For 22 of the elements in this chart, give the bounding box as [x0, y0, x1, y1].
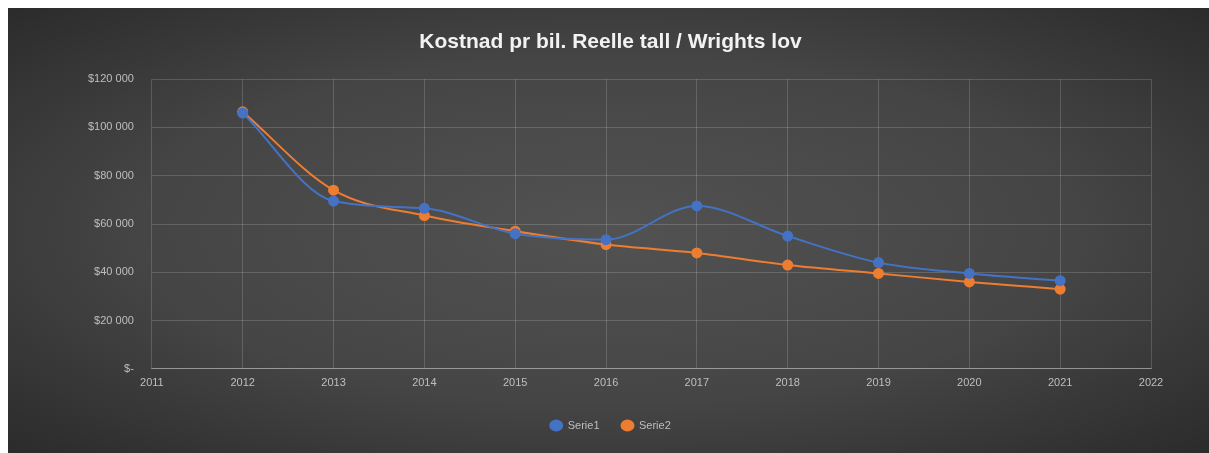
y-tick-label: $80 000	[94, 168, 134, 181]
y-tick-label: $20 000	[94, 313, 134, 326]
x-tick-label: 2015	[502, 376, 528, 389]
y-tick-label: $100 000	[87, 120, 134, 133]
y-tick-label: $-	[124, 361, 135, 374]
chart-title: Kostnad pr bil. Reelle tall / Wrights lov	[419, 29, 802, 53]
x-tick-label: 2013	[321, 376, 346, 389]
x-tick-label: 2019	[866, 376, 891, 389]
legend-label: Serie1	[567, 418, 600, 431]
y-tick-label: $60 000	[94, 217, 134, 230]
x-tick-label: 2021	[1047, 376, 1073, 389]
x-tick-label: 2012	[230, 376, 255, 389]
x-tick-label: 2017	[684, 376, 710, 389]
legend-label: Serie2	[639, 418, 671, 431]
x-tick-label: 2020	[957, 376, 982, 389]
x-tick-label: 2022	[1138, 376, 1164, 389]
x-tick-label: 2016	[593, 376, 619, 389]
x-tick-label: 2011	[140, 376, 164, 389]
y-tick-label: $120 000	[87, 72, 134, 85]
x-tick-label: 2018	[775, 376, 800, 389]
x-tick-label: 2014	[412, 376, 437, 389]
y-tick-label: $40 000	[94, 265, 134, 278]
